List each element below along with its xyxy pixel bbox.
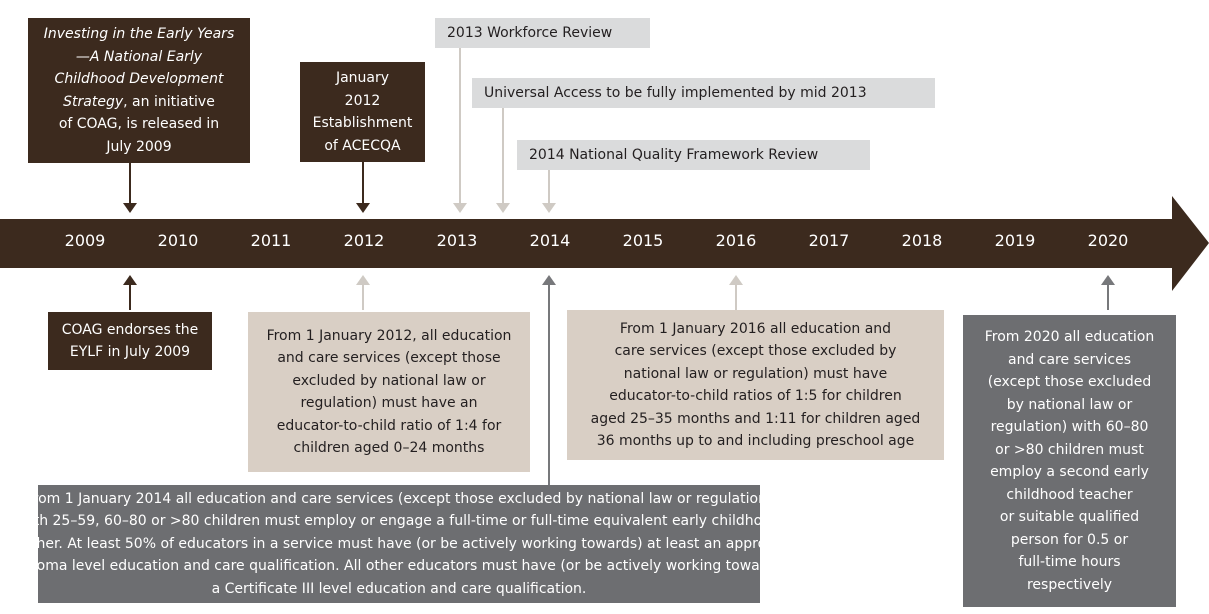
italic-text: Childhood Development: [54, 71, 224, 87]
callout-box: Investing in the Early Years —A National …: [28, 18, 250, 163]
callout-box: January 2012 Establishment of ACECQA: [300, 62, 425, 162]
text-line: children aged 0–24 months: [293, 440, 485, 456]
arrow-head: [356, 275, 370, 285]
callout-box: From 1 January 2016 all education and car…: [567, 310, 944, 460]
text-line: Childhood Development: [55, 68, 224, 91]
arrow-head: [496, 203, 510, 213]
italic-text: —A National Early: [75, 48, 203, 65]
text-line: Investing in the Early Years: [44, 23, 234, 46]
text-line: by national law or: [1006, 396, 1133, 413]
year-label: 2018: [901, 231, 943, 250]
year-label: 2012: [343, 231, 385, 250]
text-line: Establishment: [312, 115, 413, 131]
year-label: 2017: [808, 231, 850, 250]
text-line: or suitable qualified: [999, 509, 1140, 525]
text-line: regulation) must have an: [300, 395, 478, 411]
text-line: 2012: [344, 92, 381, 109]
text-line: From 1 January 2012, all education: [266, 327, 512, 344]
text-line: employ a second early: [990, 464, 1149, 480]
callout-box: Universal Access to be fully implemented…: [472, 78, 935, 108]
arrow-head: [453, 203, 467, 213]
text-line: From 1 January 2016 all education and: [619, 320, 892, 337]
text-line: childhood teacher: [1006, 486, 1133, 503]
year-label: 2011: [250, 231, 292, 250]
text-line: national law or regulation) must have: [623, 365, 888, 382]
text-line: and care services (except those: [277, 350, 501, 366]
arrow-head: [356, 203, 370, 213]
text-line: 36 months up to and including preschool …: [596, 433, 915, 449]
arrow-head: [1101, 275, 1115, 285]
text-line: 2013 Workforce Review: [447, 24, 613, 41]
text-line: of ACECQA: [324, 137, 401, 154]
text-line: EYLF in July 2009: [69, 344, 191, 360]
text-line: a Certificate III level education and ca…: [211, 580, 587, 597]
year-label: 2010: [157, 231, 199, 250]
text-line: person for 0.5 or: [1010, 531, 1129, 548]
callout-box: 2013 Workforce Review: [435, 18, 650, 48]
timeline-bar: [0, 196, 1209, 291]
italic-text: Investing in the Early Years: [43, 26, 235, 42]
text-line: —A National Early: [76, 46, 202, 69]
italic-text: Strategy: [63, 93, 124, 110]
callout-box: From 1 January 2012, all education and ca…: [248, 312, 530, 472]
text-line: From 1 January 2014 all education and ca…: [25, 490, 773, 507]
text-line: January: [335, 70, 390, 86]
callout-box: From 1 January 2014 all education and ca…: [6, 485, 792, 603]
callout-box: 2014 National Quality Framework Review: [517, 140, 870, 170]
text-line: Universal Access to be fully implemented…: [484, 84, 867, 101]
year-label: 2020: [1087, 231, 1129, 250]
text-line: Strategy, an initiative: [63, 91, 215, 114]
callout-box: COAG endorses the EYLF in July 2009: [48, 312, 212, 370]
text-line: with 25–59, 60–80 or >80 children must e…: [18, 513, 780, 530]
text-line: aged 25–35 months and 1:11 for children …: [590, 410, 921, 427]
text-line: (except those excluded: [987, 374, 1152, 390]
text-line: regulation) with 60–80: [990, 419, 1149, 435]
text: , an initiative: [123, 93, 215, 110]
text-line: July 2009: [106, 138, 172, 155]
text-line: or >80 children must: [995, 441, 1144, 458]
year-label: 2015: [622, 231, 664, 250]
text-line: and care services: [1007, 351, 1132, 368]
year-label: 2019: [994, 231, 1036, 250]
arrow-head: [123, 203, 137, 213]
text-line: teacher. At least 50% of educators in a …: [6, 535, 792, 552]
text-line: From 2020 all education: [984, 329, 1155, 345]
year-label: 2013: [436, 231, 478, 250]
text-line: full-time hours: [1018, 554, 1121, 570]
arrow-head: [123, 275, 137, 285]
text-line: care services (except those excluded by: [614, 343, 897, 359]
text-line: of COAG, is released in: [58, 116, 220, 132]
arrow-head: [542, 275, 556, 285]
text-line: excluded by national law or: [292, 372, 486, 389]
year-label: 2009: [64, 231, 106, 250]
callout-box: From 2020 all education and care services…: [963, 315, 1176, 607]
text-line: educator-to-child ratios of 1:5 for chil…: [609, 388, 902, 404]
year-label: 2014: [529, 231, 571, 250]
arrow-head: [542, 203, 556, 213]
text-line: educator-to-child ratio of 1:4 for: [276, 417, 502, 434]
text-line: diploma level education and care qualifi…: [11, 558, 787, 575]
text-line: 2014 National Quality Framework Review: [529, 146, 819, 163]
year-label: 2016: [715, 231, 757, 250]
text-line: respectively: [1026, 576, 1112, 593]
text-line: COAG endorses the: [61, 321, 199, 338]
arrow-head: [729, 275, 743, 285]
